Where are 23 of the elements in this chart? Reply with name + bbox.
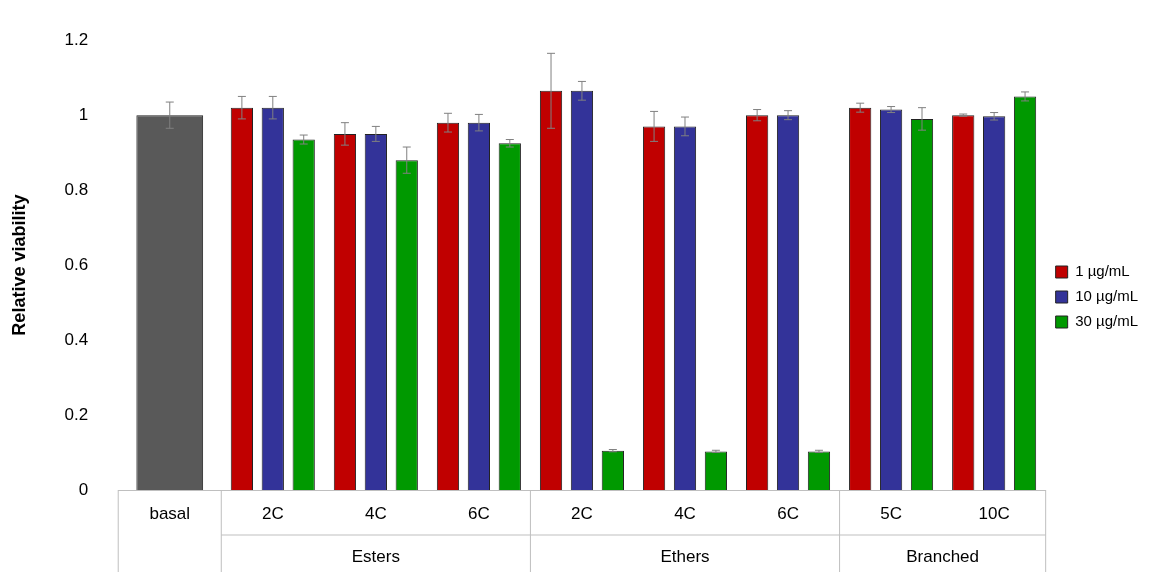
y-axis-title: Relative viability: [8, 194, 29, 336]
y-tick-label: 0.6: [64, 254, 89, 274]
y-tick-label: 1.2: [64, 29, 89, 49]
x-tick-label: 2C: [261, 503, 284, 523]
legend-label: 1 µg/mL: [1075, 262, 1130, 280]
legend-label: 30 µg/mL: [1075, 312, 1138, 330]
x-tick-label: 4C: [674, 503, 696, 523]
y-tick-label: 0.4: [64, 329, 89, 349]
x-tick-label: basal: [149, 503, 191, 523]
y-tick-label: 0.2: [64, 404, 89, 424]
x-tick-label: 6C: [777, 503, 799, 523]
text: Ethers: [660, 547, 710, 567]
y-tick-label: 0: [78, 479, 89, 499]
text: Esters: [351, 547, 400, 567]
x-tick-label: 4C: [364, 503, 387, 523]
y-tick-label: 1: [78, 104, 89, 124]
x-tick-label: 6C: [468, 503, 490, 523]
text: Branched: [906, 547, 979, 567]
y-tick-label: 0.8: [64, 179, 89, 199]
x-tick-label: 5C: [880, 503, 902, 523]
legend-label: 10 µg/mL: [1075, 287, 1138, 305]
x-tick-label: 10C: [978, 503, 1010, 523]
x-tick-label: 2C: [571, 503, 593, 523]
